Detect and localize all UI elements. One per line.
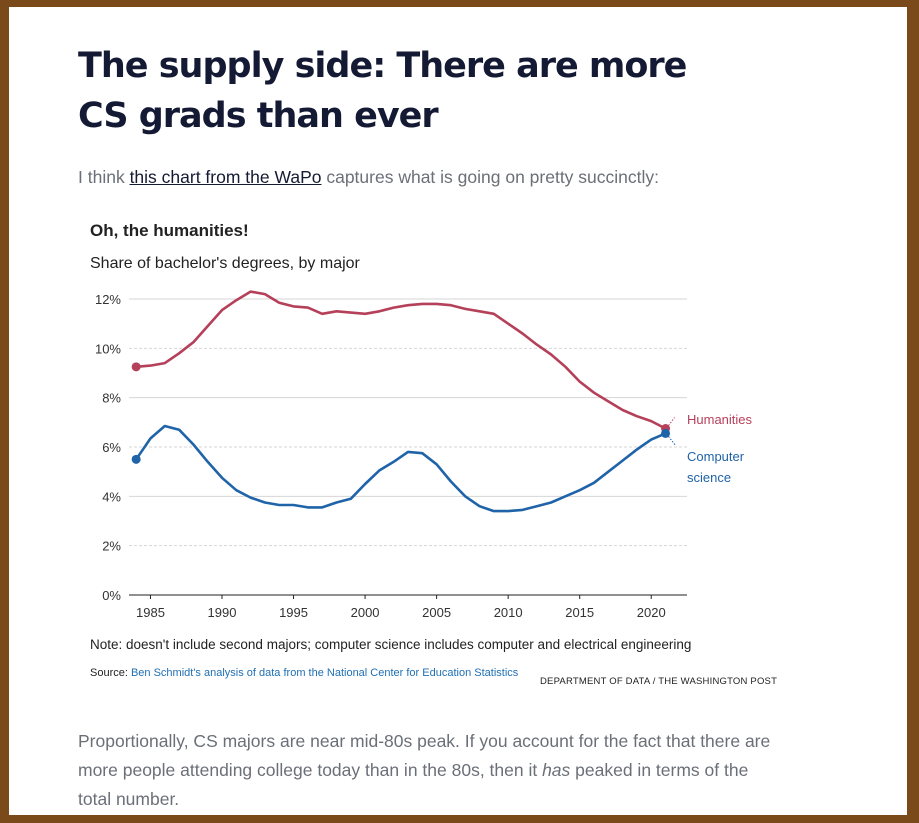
source-link[interactable]: Ben Schmidt's analysis of data from the … — [130, 667, 519, 679]
body-text-part1: Proportionally, CS majors are near mid-8… — [78, 731, 771, 780]
cs-label-leader — [668, 436, 676, 446]
intro-paragraph: I think this chart from the WaPo capture… — [78, 167, 659, 188]
chart-subtitle: Share of bachelor's degrees, by major — [90, 255, 360, 272]
humanities-series-label: Humanities — [687, 412, 753, 427]
x-tick-label: 1995 — [279, 605, 308, 620]
x-tick-label: 1990 — [208, 605, 237, 620]
y-tick-label: 12% — [95, 292, 121, 307]
humanities-label-leader — [668, 417, 675, 426]
y-tick-label: 10% — [95, 341, 121, 356]
x-tick-label: 2005 — [422, 605, 451, 620]
chart-credit: DEPARTMENT OF DATA / THE WASHINGTON POST — [540, 676, 778, 687]
computer-science-start-point — [131, 454, 141, 464]
body-emphasis: has — [542, 760, 571, 780]
chart-source: Source: Ben Schmidt's analysis of data f… — [90, 666, 530, 681]
x-tick-label: 1985 — [136, 605, 165, 620]
y-tick-label: 8% — [102, 391, 121, 406]
chart-title: Oh, the humanities! — [90, 221, 249, 240]
chart-note: Note: doesn't include second majors; com… — [90, 637, 692, 652]
y-tick-label: 2% — [102, 539, 121, 554]
wapo-chart-link[interactable]: this chart from the WaPo — [129, 167, 322, 187]
computer-science-series-label: Computer science — [687, 449, 745, 485]
intro-text-before: I think — [78, 167, 130, 187]
y-tick-label: 4% — [102, 489, 121, 504]
y-tick-label: 6% — [102, 440, 121, 455]
intro-text-after: captures what is going on pretty succinc… — [321, 167, 660, 187]
cs-label-line: science — [687, 470, 731, 485]
body-text-part2: peaked in terms of the total number. — [78, 760, 749, 809]
y-tick-label: 0% — [102, 588, 121, 603]
x-tick-label: 2020 — [637, 605, 666, 620]
x-tick-label: 2000 — [351, 605, 380, 620]
humanities-line — [134, 290, 667, 430]
humanities-start-point — [131, 362, 141, 372]
line-chart: 0% 2% 4% 6% 8% 10% 12% 1985 1990 1995 2000 2005 2010… — [95, 290, 753, 620]
computer-science-end-point — [661, 428, 671, 438]
computer-science-line — [134, 424, 667, 513]
article-frame: The supply side: There are more CS grads… — [9, 7, 907, 815]
article-headline: The supply side: There are more CS grads… — [78, 46, 687, 136]
cs-label-line: Computer — [687, 449, 745, 464]
body-paragraph: Proportionally, CS majors are near mid-8… — [78, 727, 783, 814]
source-label: Source: — [90, 667, 131, 679]
x-tick-label: 2010 — [494, 605, 523, 620]
x-tick-label: 2015 — [565, 605, 594, 620]
